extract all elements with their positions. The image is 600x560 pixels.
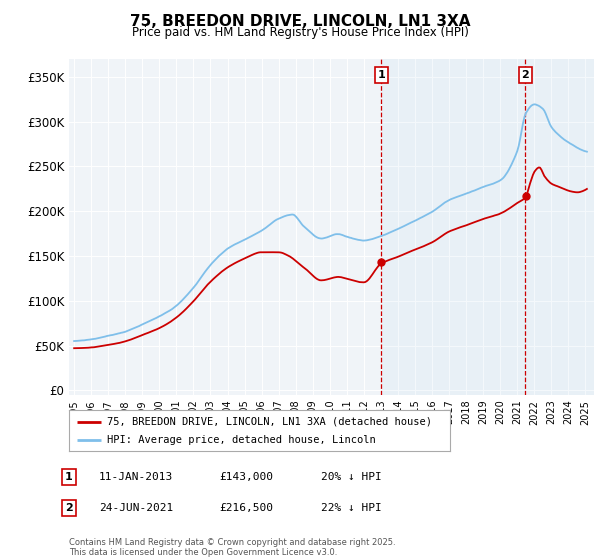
Bar bbox=[382, 59, 600, 395]
Text: 20% ↓ HPI: 20% ↓ HPI bbox=[321, 472, 382, 482]
Text: 2: 2 bbox=[521, 70, 529, 80]
Text: 75, BREEDON DRIVE, LINCOLN, LN1 3XA: 75, BREEDON DRIVE, LINCOLN, LN1 3XA bbox=[130, 14, 470, 29]
Text: Price paid vs. HM Land Registry's House Price Index (HPI): Price paid vs. HM Land Registry's House … bbox=[131, 26, 469, 39]
Text: 11-JAN-2013: 11-JAN-2013 bbox=[99, 472, 173, 482]
Text: 75, BREEDON DRIVE, LINCOLN, LN1 3XA (detached house): 75, BREEDON DRIVE, LINCOLN, LN1 3XA (det… bbox=[107, 417, 432, 427]
Text: 22% ↓ HPI: 22% ↓ HPI bbox=[321, 503, 382, 513]
Text: 24-JUN-2021: 24-JUN-2021 bbox=[99, 503, 173, 513]
Text: 1: 1 bbox=[65, 472, 73, 482]
Text: £216,500: £216,500 bbox=[219, 503, 273, 513]
Text: £143,000: £143,000 bbox=[219, 472, 273, 482]
Text: Contains HM Land Registry data © Crown copyright and database right 2025.
This d: Contains HM Land Registry data © Crown c… bbox=[69, 538, 395, 557]
Text: 1: 1 bbox=[377, 70, 385, 80]
Text: 2: 2 bbox=[65, 503, 73, 513]
Text: HPI: Average price, detached house, Lincoln: HPI: Average price, detached house, Linc… bbox=[107, 435, 376, 445]
